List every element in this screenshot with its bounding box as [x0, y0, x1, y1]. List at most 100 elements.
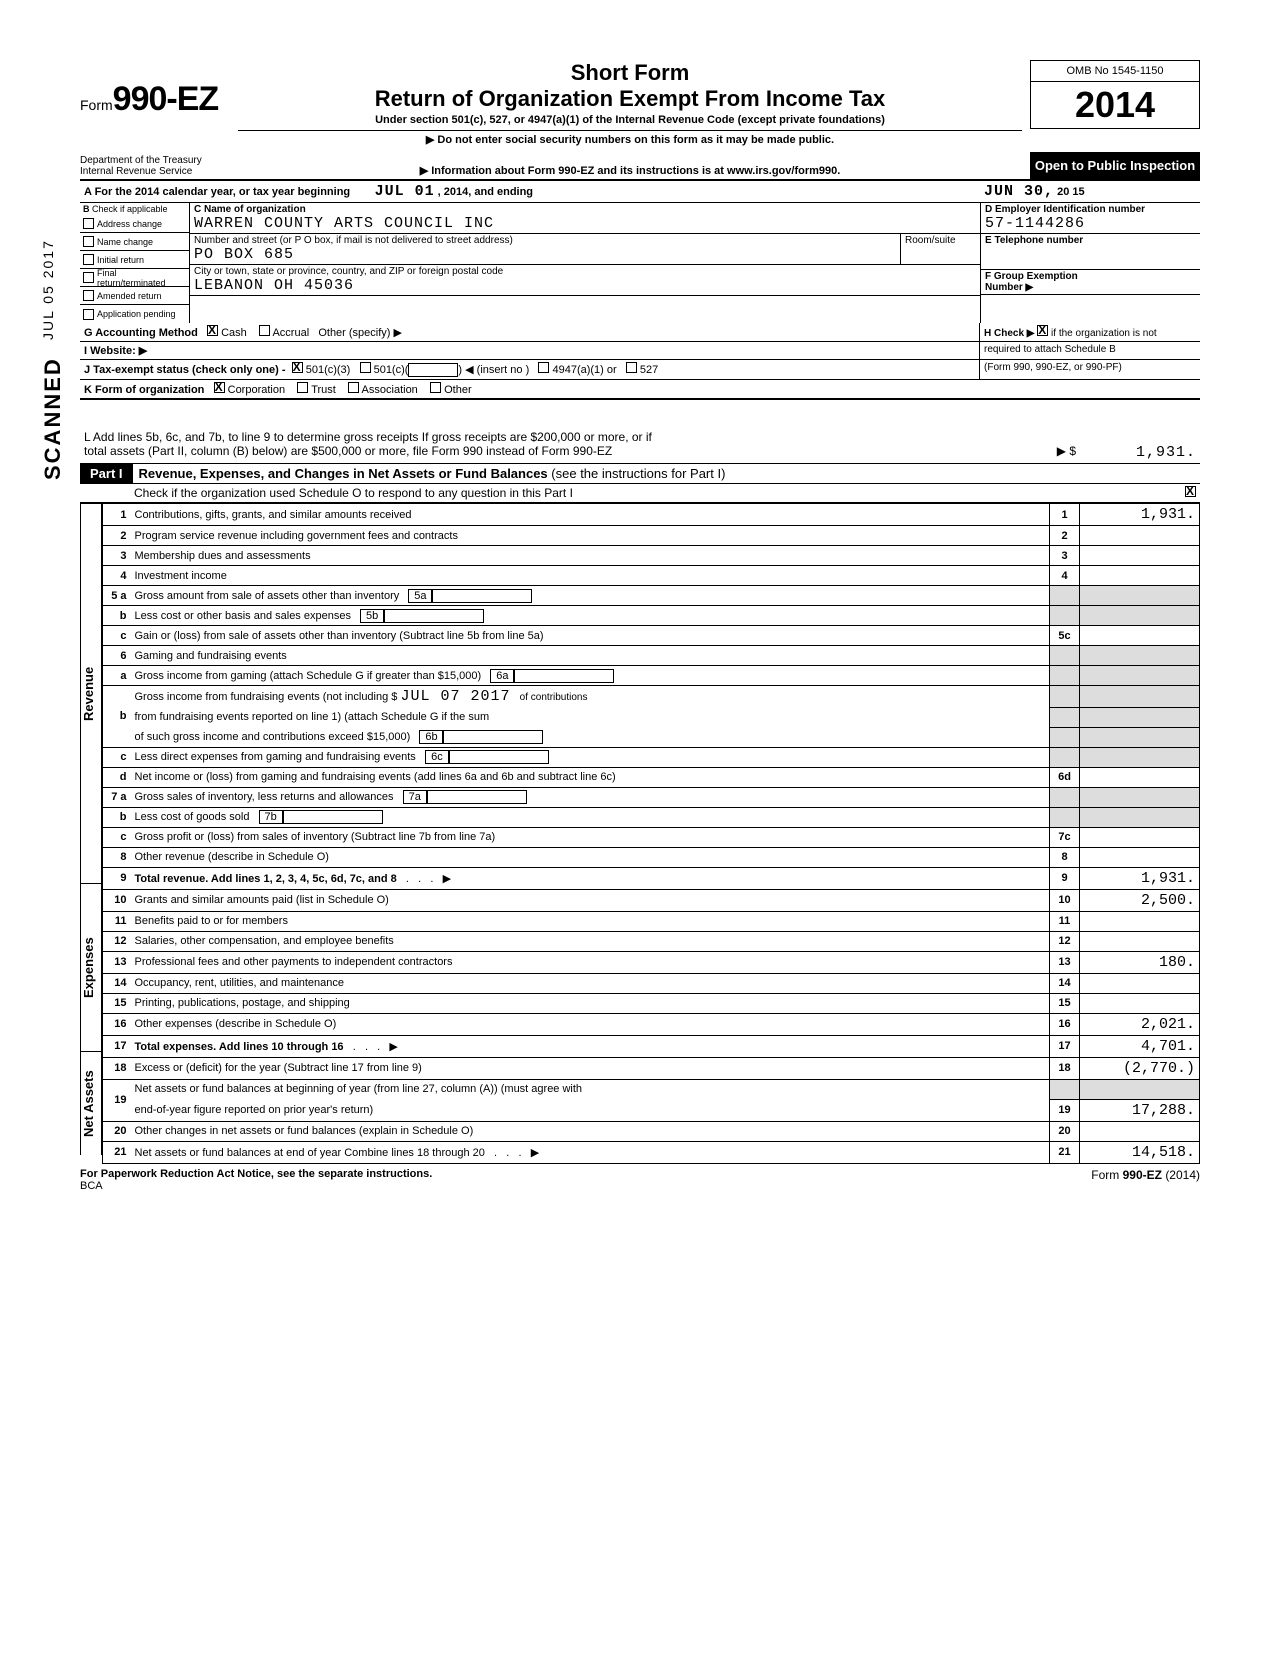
- h-text1: if the organization is not: [1051, 328, 1157, 339]
- ln5b-val[interactable]: [384, 609, 484, 623]
- part1-table: 1Contributions, gifts, grants, and simil…: [102, 503, 1200, 1164]
- cb-app-pending[interactable]: [83, 309, 94, 320]
- ln10-no: 10: [114, 894, 126, 906]
- cb-other-org[interactable]: [430, 382, 441, 393]
- cb-corp[interactable]: [214, 382, 225, 393]
- ln17-box: 17: [1050, 1035, 1080, 1057]
- ln6c-val[interactable]: [449, 750, 549, 764]
- ln6d-text: Net income or (loss) from gaming and fun…: [131, 767, 1050, 787]
- ln13-box: 13: [1050, 951, 1080, 973]
- cb-schedule-o[interactable]: [1185, 486, 1196, 497]
- ln17-text: Total expenses. Add lines 10 through 16: [135, 1041, 344, 1053]
- ln6b-text2: from fundraising events reported on line…: [131, 707, 1050, 727]
- tax-year: 2014: [1031, 82, 1199, 128]
- footer-bca: BCA: [80, 1180, 103, 1192]
- ln6b-text: Gross income from fundraising events (no…: [135, 691, 398, 703]
- cb-trust[interactable]: [297, 382, 308, 393]
- lbl-insert-no: ) ◀ (insert no ): [458, 364, 529, 376]
- lbl-other-method: Other (specify) ▶: [318, 327, 402, 339]
- ln7a-val[interactable]: [427, 790, 527, 804]
- lbl-trust: Trust: [311, 384, 336, 396]
- b-check-if: Check if applicable: [92, 204, 168, 214]
- ln17-amt: 4,701.: [1080, 1035, 1200, 1057]
- scanned-stamp: SCANNED: [40, 357, 66, 480]
- l-arrow: ▶ $: [1057, 444, 1076, 461]
- ln6b-val[interactable]: [443, 730, 543, 744]
- side-expenses: Expenses: [80, 883, 102, 1051]
- cb-final-return[interactable]: [83, 272, 94, 283]
- h-text2: required to attach Schedule B: [980, 342, 1200, 359]
- ln15-text: Printing, publications, postage, and shi…: [131, 993, 1050, 1013]
- b-label: B: [83, 204, 90, 214]
- tax-year-end-yr: 20 15: [1057, 186, 1085, 198]
- city-label: City or town, state or province, country…: [194, 266, 976, 277]
- ln8-box: 8: [1050, 847, 1080, 867]
- ln6-no: 6: [120, 650, 126, 662]
- ln7c-box: 7c: [1050, 827, 1080, 847]
- cb-address-change[interactable]: [83, 218, 94, 229]
- cb-cash[interactable]: [207, 325, 218, 336]
- g-label: G Accounting Method: [84, 327, 198, 339]
- ln6b-text3: of such gross income and contributions e…: [135, 731, 411, 743]
- form-header: Form 990-EZ Short Form Return of Organiz…: [80, 60, 1200, 131]
- ln20-box: 20: [1050, 1121, 1080, 1141]
- cb-4947[interactable]: [538, 362, 549, 373]
- ln5b-innerbox: 5b: [360, 609, 384, 623]
- l-line1: L Add lines 5b, 6c, and 7b, to line 9 to…: [84, 430, 1196, 444]
- short-form-title: Short Form: [238, 60, 1022, 86]
- footer-form-yr: (2014): [1165, 1168, 1200, 1182]
- ln17-no: 17: [114, 1040, 126, 1052]
- ln7b-text: Less cost of goods sold: [135, 811, 250, 823]
- insert-no-box[interactable]: [408, 363, 458, 377]
- ln18-no: 18: [114, 1062, 126, 1074]
- ln4-amt: [1080, 566, 1200, 586]
- ln21-text: Net assets or fund balances at end of ye…: [135, 1147, 485, 1159]
- f-label: F Group Exemption: [985, 271, 1196, 282]
- ln10-box: 10: [1050, 889, 1080, 911]
- side-revenue: Revenue: [80, 503, 102, 883]
- cb-accrual[interactable]: [259, 325, 270, 336]
- ln6d-amt: [1080, 767, 1200, 787]
- cb-schedule-b[interactable]: [1037, 325, 1048, 336]
- open-public-badge: Open to Public Inspection: [1030, 152, 1200, 179]
- cb-name-change[interactable]: [83, 236, 94, 247]
- ln7c-amt: [1080, 827, 1200, 847]
- dept-treasury: Department of the Treasury: [80, 155, 230, 166]
- ln21-amt: 14,518.: [1080, 1141, 1200, 1163]
- lbl-amended: Amended return: [97, 291, 162, 301]
- room-label: Room/suite: [900, 234, 980, 264]
- ln1-no: 1: [120, 509, 126, 521]
- cb-501c3[interactable]: [292, 362, 303, 373]
- ln5b-text: Less cost or other basis and sales expen…: [135, 610, 351, 622]
- cb-amended[interactable]: [83, 290, 94, 301]
- cb-527[interactable]: [626, 362, 637, 373]
- ln5b-no: b: [120, 610, 127, 622]
- ln3-amt: [1080, 546, 1200, 566]
- cb-initial-return[interactable]: [83, 254, 94, 265]
- ln6a-val[interactable]: [514, 669, 614, 683]
- lbl-final-return: Final return/terminated: [97, 268, 186, 288]
- ln12-text: Salaries, other compensation, and employ…: [131, 931, 1050, 951]
- ln6d-box: 6d: [1050, 767, 1080, 787]
- cb-assoc[interactable]: [348, 382, 359, 393]
- tax-year-end: JUN 30,: [984, 183, 1054, 200]
- f-label2: Number ▶: [985, 282, 1196, 293]
- ln2-no: 2: [120, 530, 126, 542]
- ln7b-val[interactable]: [283, 810, 383, 824]
- cb-501c[interactable]: [360, 362, 371, 373]
- subtitle: Under section 501(c), 527, or 4947(a)(1)…: [238, 114, 1022, 126]
- footer-form-word: Form: [1091, 1168, 1119, 1182]
- ln5a-text: Gross amount from sale of assets other t…: [135, 590, 400, 602]
- ln5c-box: 5c: [1050, 626, 1080, 646]
- ln6b-innerbox: 6b: [419, 730, 443, 744]
- ln19-text2: end-of-year figure reported on prior yea…: [131, 1099, 1050, 1121]
- ln7a-innerbox: 7a: [403, 790, 427, 804]
- ln19-box: 19: [1050, 1099, 1080, 1121]
- ln16-no: 16: [114, 1018, 126, 1030]
- section-a-label: A For the 2014 calendar year, or tax yea…: [84, 186, 350, 198]
- ln4-no: 4: [120, 570, 126, 582]
- ln5a-val[interactable]: [432, 589, 532, 603]
- lbl-501c: 501(c)(: [374, 364, 409, 376]
- ln3-text: Membership dues and assessments: [131, 546, 1050, 566]
- ln6c-no: c: [120, 751, 126, 763]
